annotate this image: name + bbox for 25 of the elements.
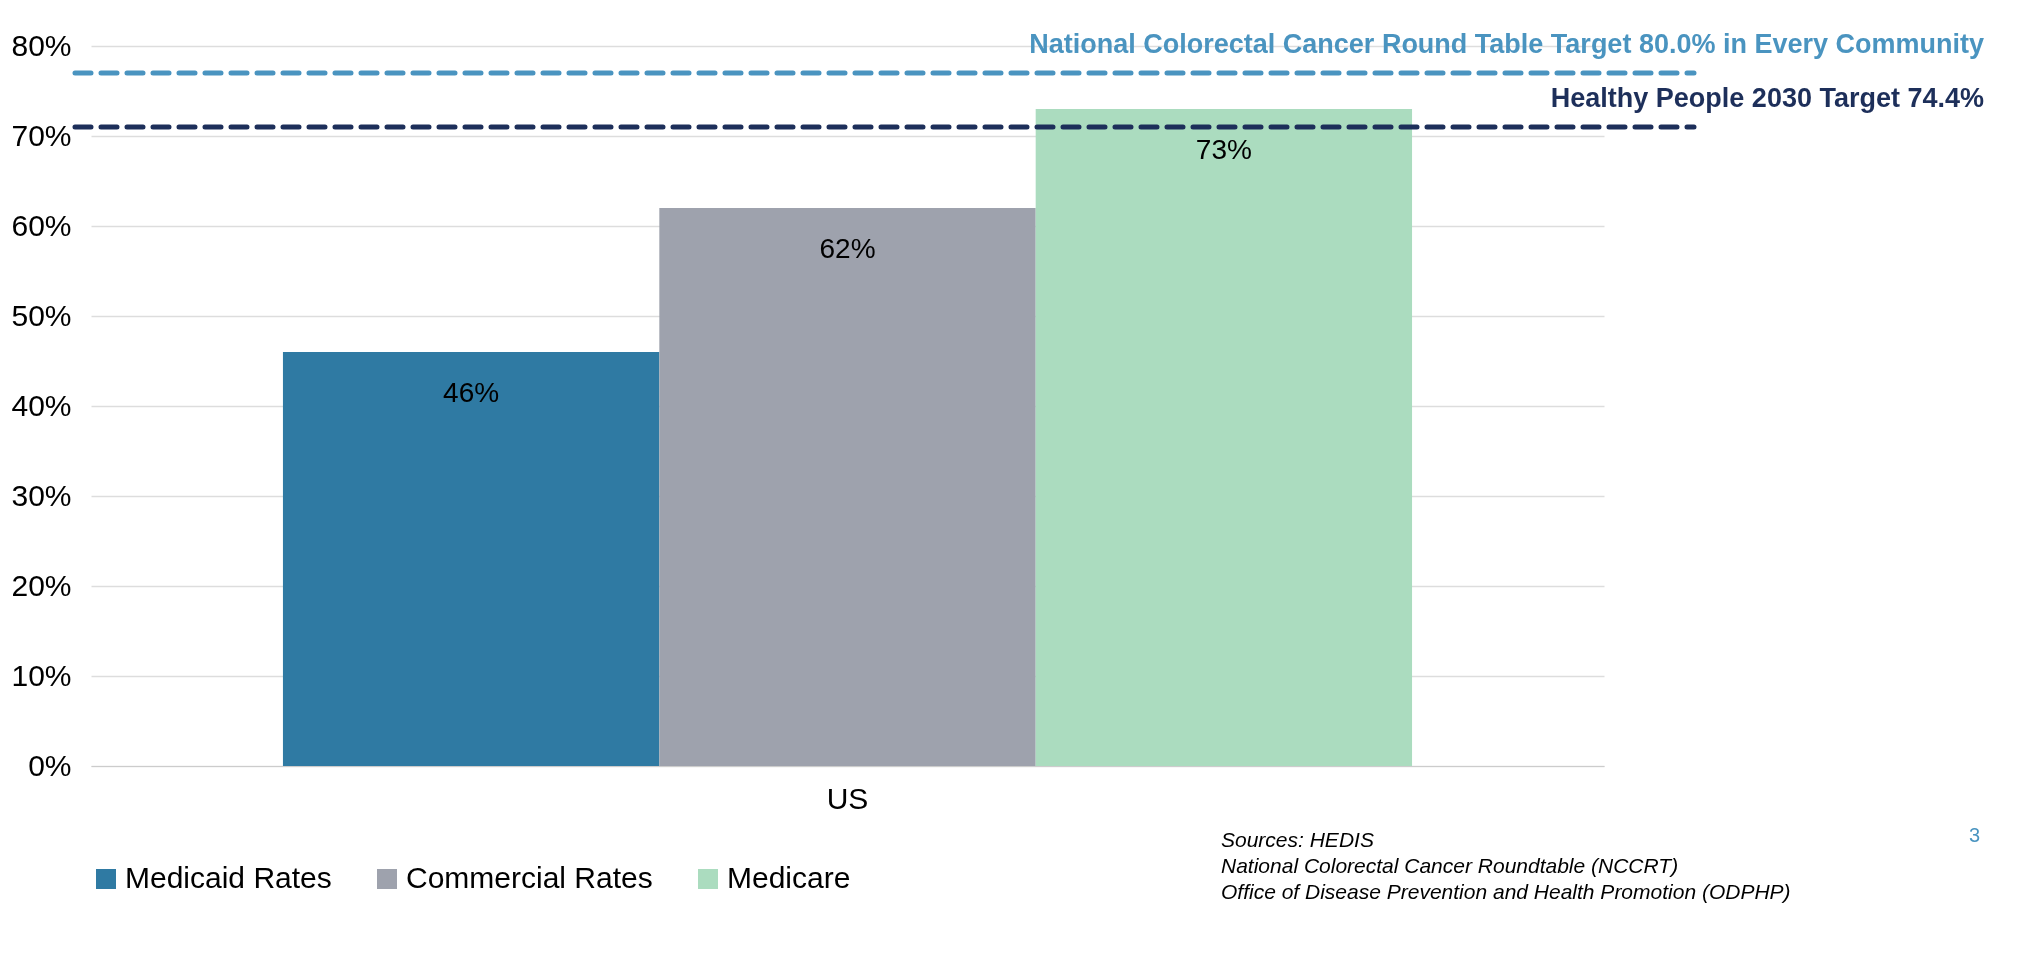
bar: [282, 352, 660, 766]
legend-label: Medicaid Rates: [125, 861, 332, 894]
y-tick-label: 70%: [11, 118, 72, 152]
data-label: 73%: [1195, 134, 1252, 165]
text: 3: [1969, 824, 1981, 846]
source-note: Sources: HEDIS: [1221, 828, 1374, 851]
y-tick-label: 30%: [11, 478, 72, 512]
legend-label: Commercial Rates: [406, 861, 653, 894]
y-tick-label: 80%: [11, 28, 72, 62]
y-tick-label: 40%: [11, 388, 72, 422]
y-tick-label: 0%: [28, 748, 72, 782]
x-tick-label: US: [826, 781, 869, 815]
bar: [1035, 109, 1413, 766]
text: Office of Disease Prevention and Health Promotion (ODPHP): [1221, 880, 1791, 903]
y-tick-label: 10%: [11, 658, 72, 692]
legend-label: Medicare: [727, 861, 851, 894]
ref-line-label: National Colorectal Cancer Round Table Target 80.0% in Every Community: [1029, 29, 1984, 59]
y-tick-label: 60%: [11, 208, 72, 242]
ref-line-label: Healthy People 2030 Target 74.4%: [1550, 83, 1984, 113]
data-label: 62%: [819, 233, 876, 264]
bar: [659, 208, 1036, 766]
y-tick-label: 50%: [11, 298, 72, 332]
text: National Colorectal Cancer Roundtable (NCCRT): [1221, 854, 1679, 877]
data-label: 46%: [443, 377, 500, 408]
y-tick-label: 20%: [11, 568, 72, 602]
